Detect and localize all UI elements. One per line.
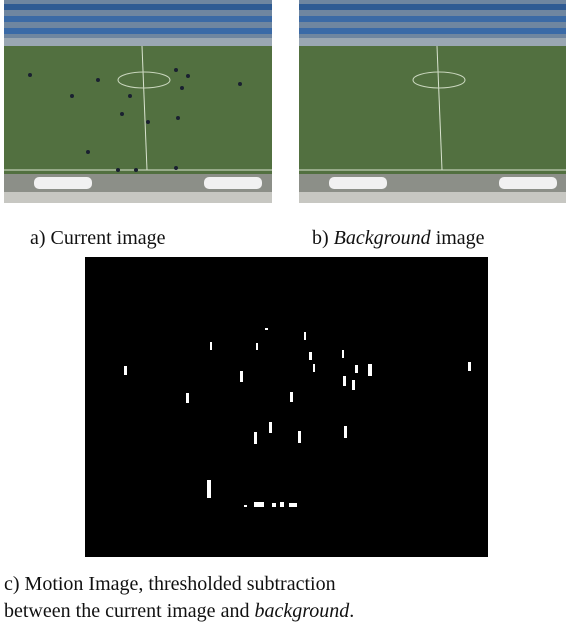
caption-c-text: between the current image and	[4, 600, 249, 622]
caption-c-line1: c) Motion Image, thresholded subtraction	[4, 573, 336, 595]
caption-b-emph: Background	[334, 227, 432, 249]
caption-b-rest: image	[436, 227, 485, 249]
current-image	[4, 0, 272, 203]
background-image	[299, 0, 566, 203]
caption-c-emph: background	[254, 600, 350, 622]
caption-c-end: .	[349, 600, 354, 622]
caption-b: b) Background image	[312, 227, 485, 249]
caption-a: a) Current image	[30, 227, 166, 249]
caption-c-line2: between the current image and background…	[4, 600, 354, 622]
caption-b-label: b)	[312, 227, 329, 249]
motion-image	[85, 257, 488, 557]
figure: a) Current image b) Background image c) …	[0, 0, 566, 634]
